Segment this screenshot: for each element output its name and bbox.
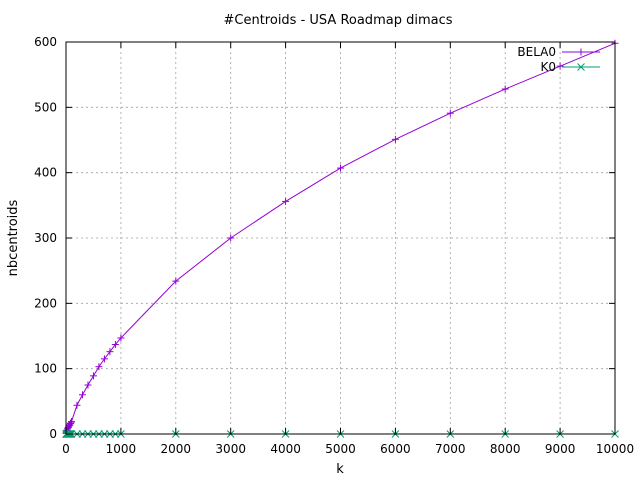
data-point-bela0 (282, 197, 290, 205)
x-tick-label: 6000 (380, 442, 411, 456)
data-point-bela0 (100, 355, 108, 363)
x-tick-label: 5000 (325, 442, 356, 456)
data-point-bela0 (95, 363, 103, 371)
y-tick-label: 400 (34, 166, 57, 180)
x-tick-label: 9000 (545, 442, 576, 456)
grid (66, 42, 615, 434)
x-tick-label: 4000 (270, 442, 301, 456)
data-point-bela0 (501, 85, 509, 93)
data-point-bela0 (106, 348, 114, 356)
data-point-bela0 (78, 391, 86, 399)
y-tick-label: 200 (34, 296, 57, 310)
x-axis-label: k (336, 462, 344, 477)
data-point-bela0 (67, 418, 75, 426)
data-point-bela0 (84, 381, 92, 389)
y-tick-label: 100 (34, 362, 57, 376)
y-axis-label: nbcentroids (6, 199, 21, 276)
legend-marker (577, 48, 585, 56)
y-tick-label: 0 (49, 427, 57, 441)
legend-label: K0 (540, 60, 556, 74)
data-point-bela0 (117, 334, 125, 342)
chart-title: #Centroids - USA Roadmap dimacs (224, 13, 453, 28)
data-point-bela0 (73, 401, 81, 409)
y-tick-label: 600 (34, 35, 57, 49)
data-point-bela0 (446, 109, 454, 117)
data-point-bela0 (111, 340, 119, 348)
data-point-bela0 (67, 419, 75, 427)
data-point-bela0 (337, 164, 344, 172)
y-tick-label: 300 (34, 231, 57, 245)
data-point-bela0 (556, 62, 564, 70)
data-point-bela0 (391, 135, 399, 143)
ticks: 0 1000 2000 3000 4000 5000 6000 7000 8000 9000 100… (34, 35, 634, 456)
legend-marker (577, 63, 585, 71)
x-tick-label: 10000 (596, 442, 634, 456)
x-tick-label: 3000 (215, 442, 246, 456)
x-tick-label: 8000 (490, 442, 521, 456)
legend-label: BELA0 (517, 45, 556, 59)
data-point-bela0 (89, 372, 97, 380)
x-tick-label: 7000 (435, 442, 466, 456)
x-tick-label: 2000 (161, 442, 192, 456)
x-tick-label: 0 (62, 442, 70, 456)
y-tick-label: 500 (34, 100, 57, 114)
data-point-bela0 (227, 234, 235, 242)
data-point-bela0 (172, 277, 180, 285)
x-tick-label: 1000 (106, 442, 137, 456)
